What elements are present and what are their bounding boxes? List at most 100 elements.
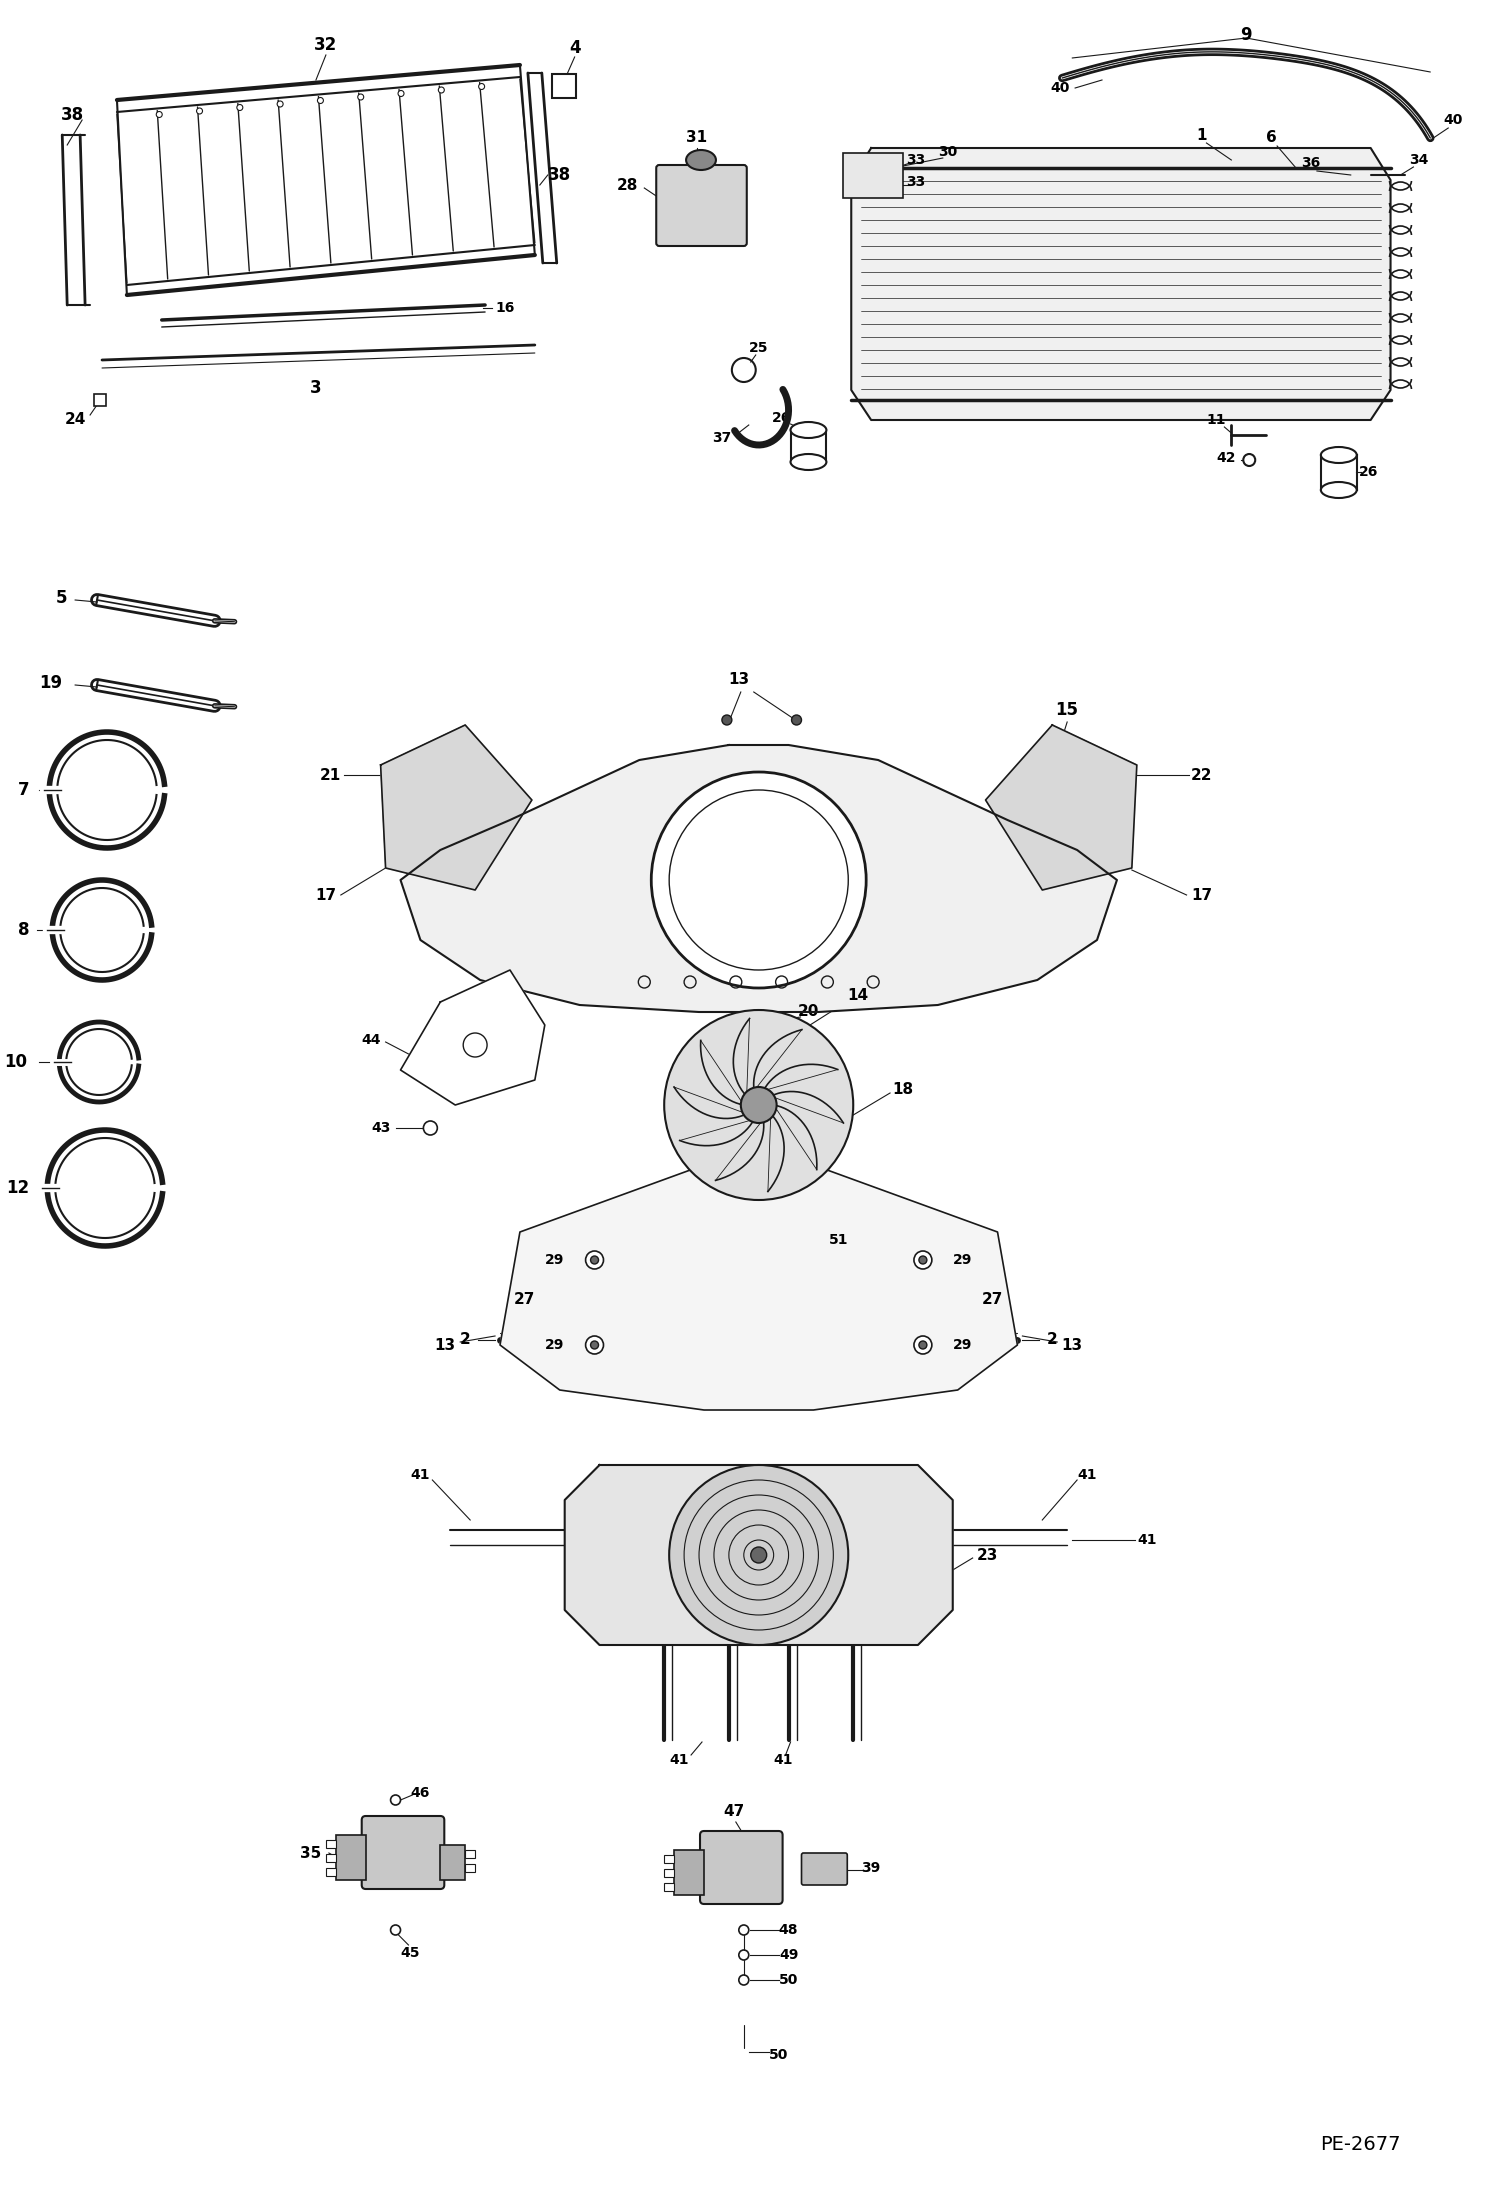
Circle shape bbox=[398, 90, 404, 96]
Text: 9: 9 bbox=[1240, 26, 1252, 44]
Text: 20: 20 bbox=[798, 1004, 819, 1020]
Circle shape bbox=[652, 772, 866, 989]
Text: 50: 50 bbox=[779, 1974, 798, 1987]
Bar bbox=[336, 1836, 366, 1879]
Text: PE-2677: PE-2677 bbox=[1320, 2136, 1401, 2154]
Text: 37: 37 bbox=[712, 432, 731, 445]
Circle shape bbox=[277, 101, 283, 107]
Circle shape bbox=[791, 715, 801, 726]
Text: 15: 15 bbox=[1056, 702, 1079, 719]
Circle shape bbox=[753, 1015, 764, 1029]
Text: 44: 44 bbox=[361, 1033, 380, 1046]
Bar bbox=[466, 1851, 475, 1857]
Text: 41: 41 bbox=[774, 1752, 794, 1768]
Text: 46: 46 bbox=[410, 1785, 430, 1800]
Bar bbox=[440, 1844, 466, 1879]
Circle shape bbox=[742, 1088, 776, 1123]
Text: 16: 16 bbox=[496, 300, 515, 316]
Text: 19: 19 bbox=[39, 673, 63, 693]
Polygon shape bbox=[380, 726, 532, 890]
Text: 7: 7 bbox=[18, 781, 30, 798]
Text: 3: 3 bbox=[310, 379, 322, 397]
Polygon shape bbox=[500, 1164, 1017, 1410]
Polygon shape bbox=[117, 66, 535, 296]
Bar bbox=[664, 1884, 674, 1890]
Circle shape bbox=[318, 96, 324, 103]
Circle shape bbox=[156, 112, 162, 118]
Text: 25: 25 bbox=[749, 340, 768, 355]
Bar bbox=[843, 154, 903, 197]
Circle shape bbox=[586, 1250, 604, 1270]
Text: 31: 31 bbox=[686, 132, 707, 145]
Text: 27: 27 bbox=[981, 1292, 1004, 1307]
Text: 6: 6 bbox=[1266, 132, 1276, 145]
Text: 14: 14 bbox=[848, 987, 869, 1002]
Text: 41: 41 bbox=[1137, 1533, 1156, 1546]
Text: 38: 38 bbox=[60, 105, 84, 125]
Ellipse shape bbox=[791, 421, 827, 439]
Text: 48: 48 bbox=[779, 1923, 798, 1936]
Text: 29: 29 bbox=[953, 1252, 972, 1268]
Text: 13: 13 bbox=[1062, 1338, 1083, 1353]
Circle shape bbox=[590, 1340, 599, 1349]
Bar bbox=[327, 1840, 336, 1849]
Circle shape bbox=[439, 88, 445, 92]
Circle shape bbox=[237, 105, 243, 110]
Ellipse shape bbox=[791, 454, 827, 469]
FancyBboxPatch shape bbox=[551, 75, 575, 99]
Text: 50: 50 bbox=[768, 2048, 788, 2061]
Text: 2: 2 bbox=[1047, 1333, 1058, 1347]
FancyBboxPatch shape bbox=[700, 1831, 782, 1904]
Text: 43: 43 bbox=[372, 1121, 391, 1136]
Circle shape bbox=[586, 1336, 604, 1353]
Bar bbox=[664, 1868, 674, 1877]
Text: 10: 10 bbox=[4, 1053, 27, 1070]
Text: 22: 22 bbox=[1191, 768, 1212, 783]
Bar bbox=[327, 1868, 336, 1875]
Circle shape bbox=[750, 1546, 767, 1564]
FancyBboxPatch shape bbox=[656, 164, 748, 246]
Circle shape bbox=[664, 1011, 854, 1200]
FancyBboxPatch shape bbox=[361, 1816, 445, 1888]
Polygon shape bbox=[565, 1465, 953, 1645]
Text: 29: 29 bbox=[953, 1338, 972, 1353]
Text: 4: 4 bbox=[569, 39, 580, 57]
Text: 40: 40 bbox=[1444, 114, 1464, 127]
Text: 36: 36 bbox=[1302, 156, 1321, 171]
Text: 29: 29 bbox=[545, 1338, 565, 1353]
Text: 41: 41 bbox=[670, 1752, 689, 1768]
Text: 34: 34 bbox=[1408, 154, 1428, 167]
Text: 26: 26 bbox=[1359, 465, 1378, 478]
Circle shape bbox=[196, 107, 202, 114]
Text: 30: 30 bbox=[938, 145, 957, 160]
Text: 41: 41 bbox=[410, 1467, 430, 1482]
FancyBboxPatch shape bbox=[801, 1853, 848, 1886]
Circle shape bbox=[918, 1340, 927, 1349]
Polygon shape bbox=[400, 969, 545, 1105]
Text: 51: 51 bbox=[828, 1232, 848, 1248]
Text: 17: 17 bbox=[1191, 888, 1212, 904]
Text: 21: 21 bbox=[321, 768, 342, 783]
Circle shape bbox=[722, 715, 733, 726]
Text: 40: 40 bbox=[1050, 81, 1070, 94]
FancyBboxPatch shape bbox=[94, 395, 106, 406]
Text: 33: 33 bbox=[906, 154, 926, 167]
Text: 17: 17 bbox=[316, 888, 337, 904]
Circle shape bbox=[914, 1250, 932, 1270]
Ellipse shape bbox=[1321, 482, 1357, 498]
Text: 2: 2 bbox=[460, 1333, 470, 1347]
Text: 47: 47 bbox=[724, 1805, 745, 1820]
Text: 18: 18 bbox=[893, 1083, 914, 1096]
Bar bbox=[327, 1853, 336, 1862]
Circle shape bbox=[358, 94, 364, 101]
Text: 32: 32 bbox=[315, 35, 337, 55]
Polygon shape bbox=[400, 746, 1118, 1011]
Text: 38: 38 bbox=[548, 167, 571, 184]
Text: 8: 8 bbox=[18, 921, 30, 939]
Text: 45: 45 bbox=[401, 1945, 421, 1961]
Bar bbox=[674, 1851, 704, 1895]
Polygon shape bbox=[986, 726, 1137, 890]
Text: 35: 35 bbox=[300, 1847, 322, 1860]
Text: 1: 1 bbox=[1197, 127, 1207, 143]
Text: 42: 42 bbox=[1216, 452, 1236, 465]
